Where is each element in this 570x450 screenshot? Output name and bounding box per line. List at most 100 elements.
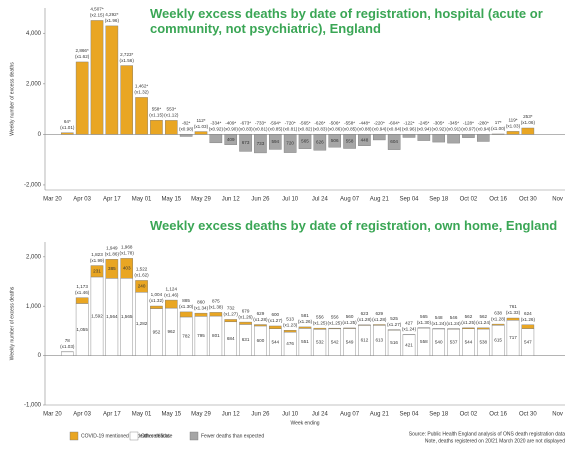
x-tick-label: Sep 18 bbox=[429, 197, 449, 203]
bar-segment bbox=[60, 351, 74, 356]
source-note: Source: Public Health England analysis o… bbox=[409, 431, 565, 437]
segment-label: 962 bbox=[167, 329, 175, 334]
bar bbox=[343, 134, 356, 149]
x-tick-label: Jul 24 bbox=[312, 197, 329, 203]
bar-segment bbox=[358, 324, 371, 326]
inner-label: 409 bbox=[227, 137, 235, 142]
segment-label: 782 bbox=[182, 334, 190, 339]
total-label: 556 bbox=[331, 314, 339, 319]
total-label: 548 bbox=[435, 315, 443, 320]
segment-label: 952 bbox=[153, 329, 161, 334]
bar bbox=[135, 97, 148, 135]
segment-label: 1,055 bbox=[76, 327, 88, 332]
bar bbox=[313, 134, 327, 151]
bar-segment bbox=[476, 327, 490, 330]
segment-label: 547 bbox=[524, 339, 532, 344]
segment-label: 600 bbox=[257, 338, 265, 343]
value-label: -345* bbox=[448, 121, 459, 126]
value-label: -720* bbox=[285, 121, 296, 126]
x-tick-label: Oct 02 bbox=[460, 412, 478, 418]
y-tick-label: 2,000 bbox=[26, 254, 42, 260]
x-tick-label: May 15 bbox=[161, 197, 181, 203]
ratio-label: (x1.32) bbox=[149, 298, 164, 303]
chart-title: Weekly excess deaths by date of registra… bbox=[150, 218, 558, 233]
total-label: 1,968 bbox=[121, 245, 133, 250]
legend-swatch bbox=[189, 431, 199, 441]
value-label: -565* bbox=[300, 121, 311, 126]
total-label: 623 bbox=[361, 311, 369, 316]
segment-label: 558 bbox=[420, 339, 428, 344]
inner-label: 565 bbox=[301, 139, 309, 144]
bar bbox=[209, 134, 223, 144]
value-label: -409* bbox=[225, 121, 236, 126]
bar-segment bbox=[150, 305, 163, 309]
segment-label: 1,565 bbox=[121, 314, 133, 319]
y-tick-label: 1,000 bbox=[26, 304, 42, 310]
bar bbox=[328, 134, 342, 148]
bar bbox=[447, 134, 460, 144]
total-label: 1,522 bbox=[136, 267, 148, 272]
ratio-label: (x1.30) bbox=[417, 320, 432, 325]
bar bbox=[105, 25, 119, 135]
ratio-label: (x0.81) bbox=[253, 127, 268, 132]
x-tick-label: Sep 04 bbox=[399, 412, 419, 418]
x-tick-label: Oct 16 bbox=[489, 197, 507, 203]
y-tick-label: -2,000 bbox=[24, 183, 42, 189]
segment-label: 231 bbox=[93, 268, 101, 273]
segment-label: 385 bbox=[108, 266, 116, 271]
value-label: -305* bbox=[433, 121, 444, 126]
ratio-label: (x1.27) bbox=[224, 312, 239, 317]
ratio-label: (x1.25) bbox=[342, 320, 357, 325]
ratio-label: (x1.86) bbox=[105, 252, 120, 257]
value-label: -220* bbox=[374, 121, 385, 126]
x-tick-label: Oct 16 bbox=[489, 412, 507, 418]
ratio-label: (x0.85) bbox=[342, 127, 357, 132]
value-label: -82* bbox=[182, 121, 191, 126]
total-label: 565 bbox=[420, 314, 428, 319]
value-label: 17* bbox=[495, 120, 502, 125]
x-tick-label: Aug 21 bbox=[370, 197, 390, 203]
ratio-label: (x1.24) bbox=[432, 321, 447, 326]
inner-label: 626 bbox=[316, 140, 324, 145]
total-label: 1,949 bbox=[106, 246, 118, 251]
total-label: 629 bbox=[257, 311, 265, 316]
segment-label: 538 bbox=[479, 340, 487, 345]
value-label: 2,723* bbox=[120, 52, 133, 57]
ratio-label: (x1.03) bbox=[194, 124, 209, 129]
ratio-label: (x1.25) bbox=[313, 320, 328, 325]
segment-label: 403 bbox=[123, 266, 131, 271]
bar-segment bbox=[328, 327, 342, 330]
ratio-label: (x0.94) bbox=[372, 127, 387, 132]
x-tick-label: Apr 03 bbox=[73, 197, 91, 203]
bar-segment bbox=[283, 330, 297, 333]
bar-segment bbox=[313, 327, 327, 330]
bar-segment bbox=[224, 319, 238, 323]
inner-label: 604 bbox=[390, 139, 398, 144]
segment-label: 549 bbox=[346, 339, 354, 344]
segment-label: 615 bbox=[494, 338, 502, 343]
bar-segment bbox=[521, 324, 535, 329]
value-label: -122* bbox=[404, 121, 415, 126]
segment-label: 476 bbox=[286, 341, 294, 346]
bar bbox=[417, 134, 431, 141]
total-label: 624 bbox=[524, 311, 532, 316]
inner-label: 448 bbox=[361, 137, 369, 142]
x-tick-label: Apr 17 bbox=[103, 197, 121, 203]
value-label: 4,507* bbox=[90, 7, 103, 12]
total-label: 556 bbox=[316, 314, 324, 319]
total-label: 78 bbox=[65, 338, 71, 343]
ratio-label: (x1.28) bbox=[357, 317, 372, 322]
value-label: -506* bbox=[329, 121, 340, 126]
bar-segment bbox=[268, 325, 282, 329]
bar bbox=[224, 134, 238, 145]
value-label: -594* bbox=[270, 121, 281, 126]
bar bbox=[298, 134, 312, 149]
segment-label: 1,282 bbox=[136, 321, 148, 326]
segment-label: 421 bbox=[405, 342, 413, 347]
bar bbox=[521, 127, 535, 135]
ratio-label: (x1.24) bbox=[402, 327, 417, 332]
ratio-label: (x1.28) bbox=[372, 317, 387, 322]
y-tick-label: -1,000 bbox=[24, 403, 42, 409]
x-tick-label: Sep 04 bbox=[399, 197, 419, 203]
